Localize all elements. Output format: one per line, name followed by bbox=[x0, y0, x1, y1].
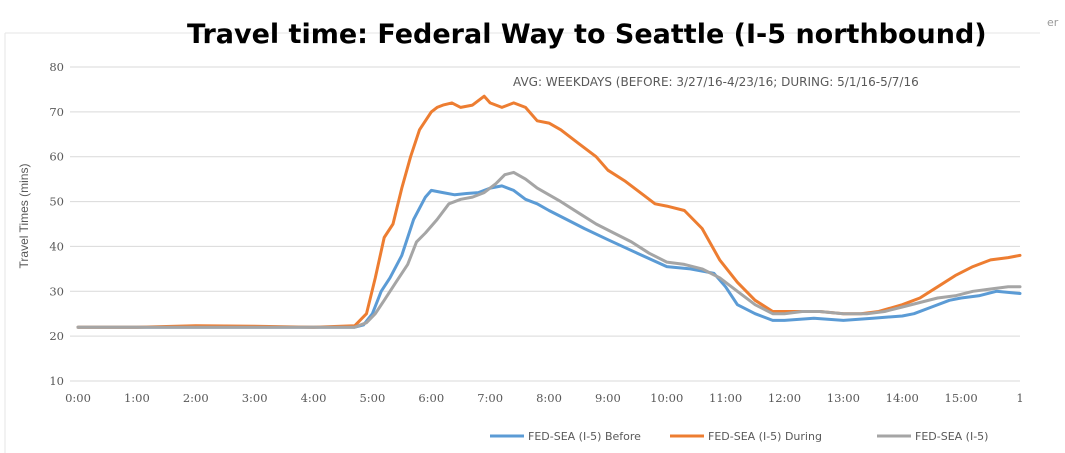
gridlines bbox=[70, 66, 1020, 382]
x-tick-label: 1:00 bbox=[124, 391, 150, 405]
y-tick-label: 10 bbox=[49, 374, 64, 388]
x-tick-label: 10:00 bbox=[650, 391, 683, 405]
y-tick-label: 30 bbox=[49, 284, 64, 298]
legend-label: FED-SEA (I-5) Before bbox=[528, 430, 641, 443]
series-line-1 bbox=[76, 184, 1022, 329]
x-tick-label: 7:00 bbox=[477, 391, 503, 405]
y-axis-ticks: 10 20 30 40 50 60 70 80 bbox=[49, 60, 64, 388]
legend-label: FED-SEA (I-5) bbox=[915, 430, 988, 443]
y-tick-label: 60 bbox=[49, 150, 64, 164]
corner-text: er bbox=[1047, 16, 1059, 29]
x-axis-ticks: 0:00 1:00 2:00 3:00 4:00 5:00 6:00 7:00 8:00 9:00… bbox=[65, 391, 1024, 405]
y-tick-label: 20 bbox=[49, 329, 64, 343]
x-tick-label: 5:00 bbox=[359, 391, 385, 405]
chart-subtitle: AVG: WEEKDAYS (BEFORE: 3/27/16-4/23/16; … bbox=[513, 75, 919, 89]
x-tick-label: 13:00 bbox=[827, 391, 860, 405]
x-tick-label: 9:00 bbox=[595, 391, 621, 405]
y-tick-label: 70 bbox=[49, 105, 64, 119]
y-tick-label: 40 bbox=[49, 239, 64, 253]
x-tick-label: 6:00 bbox=[418, 391, 444, 405]
legend: FED-SEA (I-5) Before FED-SEA (I-5) During… bbox=[490, 430, 988, 443]
x-tick-label: 12:00 bbox=[768, 391, 801, 405]
x-tick-label: 8:00 bbox=[536, 391, 562, 405]
x-tick-label: 15:00 bbox=[945, 391, 978, 405]
x-tick-label: 1 bbox=[1016, 391, 1023, 405]
x-tick-label: 3:00 bbox=[242, 391, 268, 405]
series-lines bbox=[76, 94, 1022, 329]
x-tick-label: 0:00 bbox=[65, 391, 91, 405]
legend-label: FED-SEA (I-5) During bbox=[708, 430, 822, 443]
y-tick-label: 80 bbox=[49, 60, 64, 74]
y-tick-label: 50 bbox=[49, 195, 64, 209]
x-tick-label: 4:00 bbox=[301, 391, 327, 405]
chart-title: Travel time: Federal Way to Seattle (I-5… bbox=[187, 19, 987, 50]
x-tick-label: 14:00 bbox=[886, 391, 919, 405]
x-tick-label: 11:00 bbox=[709, 391, 742, 405]
series-line-3 bbox=[76, 170, 1022, 329]
x-tick-label: 2:00 bbox=[183, 391, 209, 405]
y-axis-label: Travel Times (mins) bbox=[17, 164, 31, 269]
